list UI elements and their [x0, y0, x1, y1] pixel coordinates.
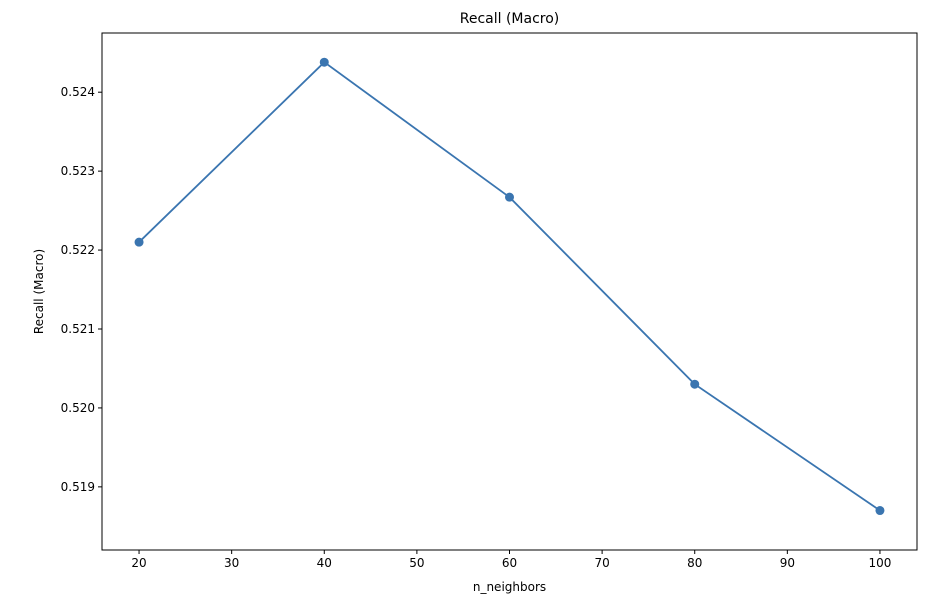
x-axis-ticks: 20 30 40 50 60 70 80 90 100	[131, 550, 891, 570]
y-tick-label: 0.523	[61, 164, 95, 178]
plot-area	[101, 32, 918, 551]
x-tick-label: 70	[594, 556, 609, 570]
chart-title: Recall (Macro)	[460, 11, 560, 27]
x-tick-label: 30	[224, 556, 239, 570]
y-tick-label: 0.521	[61, 322, 95, 336]
x-tick-label: 100	[869, 556, 892, 570]
y-tick-label: 0.524	[61, 85, 95, 99]
y-tick-label: 0.520	[61, 401, 95, 415]
x-axis-label: n_neighbors	[473, 580, 546, 594]
y-tick-label: 0.519	[61, 480, 95, 494]
x-tick-label: 40	[317, 556, 332, 570]
x-tick-label: 80	[687, 556, 702, 570]
y-tick-label: 0.522	[61, 243, 95, 257]
y-axis-ticks: 0.519 0.520 0.521 0.522 0.523 0.524	[61, 85, 102, 494]
y-axis-label: Recall (Macro)	[32, 249, 46, 334]
data-point	[875, 506, 885, 516]
data-point	[319, 57, 329, 67]
x-tick-label: 90	[780, 556, 795, 570]
series-markers	[134, 57, 885, 516]
x-tick-label: 60	[502, 556, 517, 570]
x-tick-label: 20	[131, 556, 146, 570]
data-point	[505, 192, 514, 202]
data-point	[690, 379, 700, 389]
x-tick-label: 50	[409, 556, 424, 570]
data-point	[134, 237, 144, 247]
